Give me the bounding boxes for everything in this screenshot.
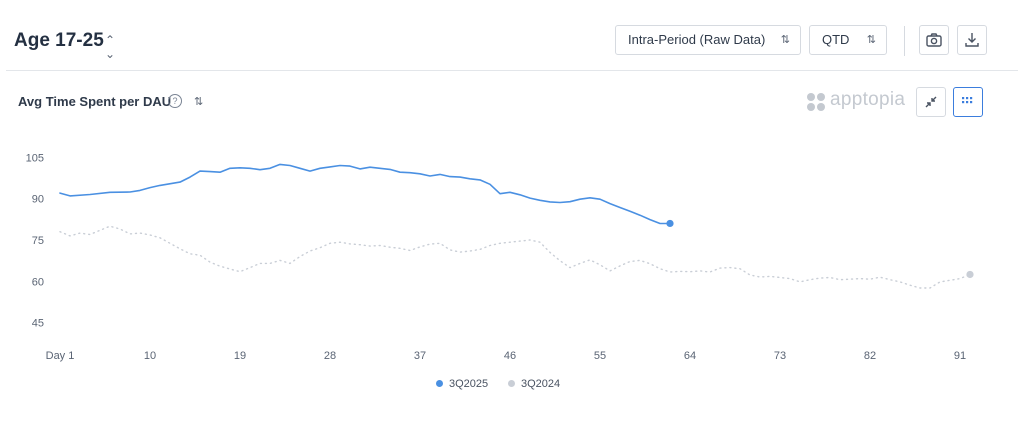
legend-marker [436, 379, 443, 387]
header-divider [6, 70, 1018, 71]
y-tick-label: 45 [32, 318, 44, 330]
series-endpoint-3Q2024 [966, 270, 974, 279]
legend-label: 3Q2025 [449, 378, 489, 390]
collapse-button[interactable] [916, 87, 946, 117]
x-tick-label: 19 [234, 350, 246, 362]
y-tick-label: 105 [26, 152, 44, 164]
help-icon[interactable]: ? [168, 94, 182, 108]
x-tick-label: 64 [684, 350, 696, 362]
y-tick-label: 60 [32, 276, 44, 288]
x-tick-label: 28 [324, 350, 336, 362]
page-title: Age 17-25 [14, 30, 104, 51]
y-tick-label: 90 [32, 194, 44, 206]
line-chart: 105 90 75 60 45 Day 1 10 19 28 37 46 55 64 73 82 91 [26, 152, 974, 362]
legend-item[interactable]: 3Q2024 [508, 374, 560, 394]
x-tick-label: 37 [414, 350, 426, 362]
y-tick-label: 75 [32, 235, 44, 247]
period-select-value: Intra-Period (Raw Data) [628, 32, 766, 47]
period-select-chevron-icon: ⇅ [780, 34, 790, 46]
grid-icon [962, 97, 973, 104]
x-tick-label: 46 [504, 350, 516, 362]
screenshot-button[interactable] [919, 25, 949, 55]
range-select-chevron-icon: ⇅ [866, 34, 876, 46]
x-tick-label: 10 [144, 350, 156, 362]
x-tick-label: 73 [774, 350, 786, 362]
legend-label: 3Q2024 [521, 378, 561, 390]
brand-logo-text: apptopia [830, 89, 906, 110]
range-select[interactable]: QTD ⇅ [809, 25, 887, 55]
chart-header: Age 17-25 ⌃ ⌄ Intra-Period (Raw Data) ⇅ Q… [0, 0, 1024, 70]
series-line-3Q2025 [59, 163, 671, 225]
metric-title: Avg Time Spent per DAU [18, 94, 172, 109]
toolbar-divider [904, 26, 905, 56]
range-select-value: QTD [822, 32, 850, 47]
series-endpoint-3Q2025 [666, 219, 674, 228]
camera-icon [926, 33, 942, 47]
apptopia-logo-icon [807, 93, 825, 111]
chart-legend: 3Q2025 3Q2024 [0, 374, 1024, 394]
x-tick-label: Day 1 [46, 350, 75, 362]
x-tick-label: 91 [954, 350, 966, 362]
x-tick-label: 55 [594, 350, 606, 362]
collapse-icon [925, 96, 937, 108]
download-icon [965, 33, 979, 47]
grid-toggle-button[interactable] [953, 87, 983, 117]
metric-sort-icon[interactable]: ⇅ [194, 96, 204, 108]
series-line-3Q2024 [59, 225, 971, 289]
legend-item[interactable]: 3Q2025 [436, 374, 488, 394]
title-sort-icon[interactable]: ⌃ ⌄ [105, 33, 116, 61]
x-tick-label: 82 [864, 350, 876, 362]
legend-marker [508, 379, 515, 387]
download-button[interactable] [957, 25, 987, 55]
period-select[interactable]: Intra-Period (Raw Data) ⇅ [615, 25, 801, 55]
